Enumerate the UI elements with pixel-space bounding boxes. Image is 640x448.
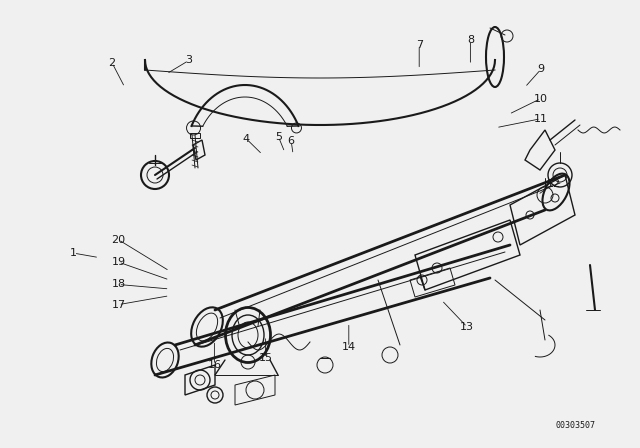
Text: 9: 9 (537, 65, 545, 74)
Text: 1: 1 (70, 248, 77, 258)
Text: 16: 16 (207, 360, 221, 370)
Text: 11: 11 (534, 114, 548, 124)
Text: 13: 13 (460, 322, 474, 332)
Text: 19: 19 (111, 257, 125, 267)
Text: 15: 15 (259, 353, 273, 363)
Text: 3: 3 (186, 56, 192, 65)
Text: 14: 14 (342, 342, 356, 352)
Text: 4: 4 (243, 134, 250, 144)
Text: 00303507: 00303507 (555, 421, 595, 430)
Text: 18: 18 (111, 280, 125, 289)
Text: 2: 2 (108, 58, 116, 68)
Text: 20: 20 (111, 235, 125, 245)
Text: 8: 8 (467, 35, 474, 45)
Text: 7: 7 (415, 40, 423, 50)
Text: 17: 17 (111, 300, 125, 310)
Text: 10: 10 (534, 94, 548, 103)
Text: 6: 6 (288, 136, 294, 146)
Text: 12: 12 (547, 179, 561, 189)
Text: 5: 5 (275, 132, 282, 142)
